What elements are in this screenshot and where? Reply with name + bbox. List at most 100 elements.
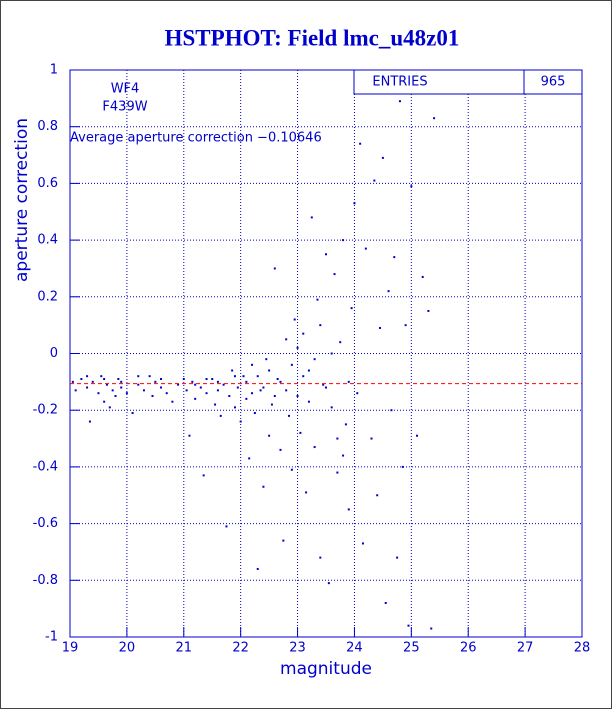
- point: [214, 403, 217, 406]
- point: [302, 332, 305, 335]
- point: [228, 395, 231, 398]
- point: [125, 392, 128, 395]
- y-tick-label: -0.2: [33, 403, 58, 418]
- point: [253, 412, 256, 415]
- point: [117, 378, 120, 381]
- annotation: F439W: [102, 100, 147, 115]
- point: [313, 446, 316, 449]
- point: [336, 471, 339, 474]
- y-tick-label: 0.4: [37, 233, 58, 248]
- point: [165, 392, 168, 395]
- point: [114, 395, 117, 398]
- point: [353, 202, 356, 205]
- point: [91, 380, 94, 383]
- point: [103, 378, 106, 381]
- point: [285, 389, 288, 392]
- point: [199, 386, 202, 389]
- point: [154, 380, 157, 383]
- x-tick-label: 24: [346, 641, 363, 656]
- point: [236, 386, 239, 389]
- point: [325, 386, 327, 389]
- point: [288, 414, 291, 417]
- point: [370, 437, 373, 440]
- point: [268, 434, 271, 437]
- point: [325, 253, 327, 256]
- annotation: WF4: [111, 82, 140, 97]
- point: [290, 468, 293, 471]
- point: [86, 375, 89, 378]
- point: [407, 624, 410, 627]
- y-tick-label: -1: [45, 630, 58, 645]
- point: [194, 383, 197, 386]
- point: [194, 397, 197, 400]
- y-tick-label: 0.8: [37, 119, 58, 134]
- x-tick-label: 25: [403, 641, 420, 656]
- point: [177, 383, 180, 386]
- stats-label: ENTRIES: [372, 75, 427, 90]
- point: [379, 326, 382, 329]
- point: [307, 400, 310, 403]
- point: [160, 378, 163, 381]
- point: [131, 412, 134, 415]
- point: [251, 363, 254, 366]
- y-tick-label: 0.2: [37, 289, 58, 304]
- point: [421, 275, 424, 278]
- point: [313, 358, 316, 361]
- point: [262, 386, 265, 389]
- point: [202, 474, 205, 477]
- point: [120, 386, 123, 389]
- annotation: Average aperture correction −0.10646: [70, 131, 322, 146]
- point: [427, 309, 430, 312]
- point: [248, 457, 251, 460]
- point: [74, 389, 77, 392]
- point: [410, 185, 413, 188]
- point: [342, 239, 345, 242]
- point: [88, 420, 91, 423]
- point: [191, 380, 194, 383]
- point: [390, 409, 393, 412]
- point: [262, 485, 265, 488]
- y-axis-label: aperture correction: [12, 118, 32, 282]
- point: [120, 380, 123, 383]
- point: [71, 380, 74, 383]
- point: [296, 395, 299, 398]
- point: [384, 601, 387, 604]
- point: [225, 525, 228, 528]
- point: [430, 627, 433, 630]
- point: [245, 380, 248, 383]
- point: [97, 392, 100, 395]
- point: [137, 383, 140, 386]
- point: [293, 318, 296, 321]
- point: [310, 216, 313, 219]
- plot-frame: [69, 69, 583, 638]
- point: [342, 454, 345, 457]
- point: [216, 389, 219, 392]
- point: [242, 375, 245, 378]
- point: [416, 434, 419, 437]
- point: [350, 307, 353, 310]
- point: [273, 395, 276, 398]
- point: [336, 437, 339, 440]
- point: [299, 431, 302, 434]
- point: [396, 556, 399, 559]
- point: [433, 117, 436, 120]
- point: [347, 508, 350, 511]
- point: [359, 142, 362, 145]
- point: [205, 392, 208, 395]
- point: [276, 378, 279, 381]
- point: [373, 179, 376, 182]
- point: [222, 383, 225, 386]
- point: [251, 392, 254, 395]
- point: [339, 341, 342, 344]
- point: [347, 380, 350, 383]
- point: [273, 267, 276, 270]
- point: [219, 414, 222, 417]
- point: [233, 375, 236, 378]
- point: [185, 389, 188, 392]
- chart-title: HSTPHOT: Field lmc_u48z01: [165, 25, 460, 50]
- x-tick-label: 28: [574, 641, 591, 656]
- point: [387, 290, 390, 293]
- point: [344, 423, 347, 426]
- point: [330, 406, 333, 409]
